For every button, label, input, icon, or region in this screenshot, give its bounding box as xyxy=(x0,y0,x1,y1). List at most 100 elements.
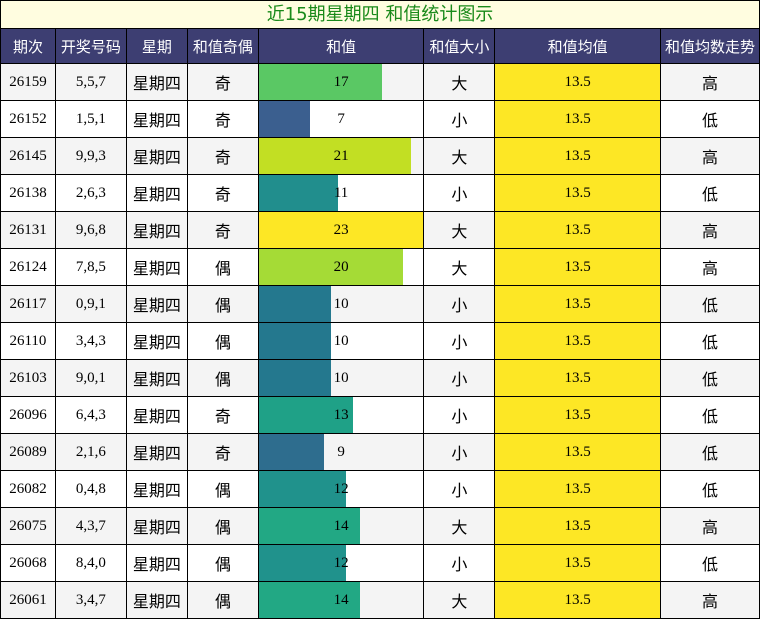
weekday-cell: 星期四 xyxy=(125,322,188,360)
table-row: 26145 9,9,3 星期四奇 21 大 13.5 高 xyxy=(0,137,760,175)
average-cell: 13.5 xyxy=(494,322,661,360)
weekday-cell: 星期四 xyxy=(125,470,188,508)
average-cell: 13.5 xyxy=(494,137,661,175)
numbers-cell: 1,5,1 xyxy=(54,100,127,138)
sum-bar xyxy=(259,175,338,211)
sum-bar xyxy=(259,397,353,433)
trend-cell: 高 xyxy=(659,211,760,249)
issue-cell: 26131 xyxy=(0,211,56,249)
sum-cell: 20 xyxy=(257,248,425,286)
issue-cell: 26152 xyxy=(0,100,56,138)
sum-cell: 10 xyxy=(257,285,425,323)
sum-cell: 13 xyxy=(257,396,425,434)
issue-cell: 26075 xyxy=(0,507,56,545)
weekday-cell: 星期四 xyxy=(125,507,188,545)
average-cell: 13.5 xyxy=(494,174,661,212)
weekday-cell: 星期四 xyxy=(125,174,188,212)
numbers-cell: 4,3,7 xyxy=(54,507,127,545)
average-cell: 13.5 xyxy=(494,285,661,323)
weekday-cell: 星期四 xyxy=(125,63,188,101)
parity-cell: 偶 xyxy=(186,544,259,582)
sum-label: 17 xyxy=(333,73,349,90)
table-row: 26089 2,1,6 星期四奇 9 小 13.5 低 xyxy=(0,433,760,471)
sum-bar xyxy=(259,471,346,507)
numbers-cell: 6,4,3 xyxy=(54,396,127,434)
average-cell: 13.5 xyxy=(494,359,661,397)
trend-cell: 低 xyxy=(659,322,760,360)
average-cell: 13.5 xyxy=(494,211,661,249)
trend-cell: 低 xyxy=(659,174,760,212)
issue-cell: 26117 xyxy=(0,285,56,323)
sum-cell: 23 xyxy=(257,211,425,249)
weekday-cell: 星期四 xyxy=(125,100,188,138)
stats-table: 期次 开奖号码 星期 和值奇偶 和值 和值大小 和值均值 和值均数走势 2615… xyxy=(0,28,760,619)
size-cell: 小 xyxy=(423,359,496,397)
sum-bar xyxy=(259,508,360,544)
parity-cell: 奇 xyxy=(186,100,259,138)
issue-cell: 26124 xyxy=(0,248,56,286)
parity-cell: 偶 xyxy=(186,581,259,619)
header-trend: 和值均数走势 xyxy=(659,28,760,64)
weekday-cell: 星期四 xyxy=(125,581,188,619)
parity-cell: 奇 xyxy=(186,396,259,434)
table-row: 26103 9,0,1 星期四偶 10 小 13.5 低 xyxy=(0,359,760,397)
size-cell: 小 xyxy=(423,396,496,434)
sum-bar xyxy=(259,434,324,470)
numbers-cell: 2,1,6 xyxy=(54,433,127,471)
trend-cell: 低 xyxy=(659,359,760,397)
numbers-cell: 9,6,8 xyxy=(54,211,127,249)
numbers-cell: 8,4,0 xyxy=(54,544,127,582)
sum-cell: 17 xyxy=(257,63,425,101)
weekday-cell: 星期四 xyxy=(125,137,188,175)
trend-cell: 低 xyxy=(659,396,760,434)
sum-cell: 10 xyxy=(257,359,425,397)
sum-label: 21 xyxy=(333,147,349,164)
table-row: 26152 1,5,1 星期四奇 7 小 13.5 低 xyxy=(0,100,760,138)
issue-cell: 26103 xyxy=(0,359,56,397)
table-row: 26075 4,3,7 星期四偶 14 大 13.5 高 xyxy=(0,507,760,545)
sum-bar xyxy=(259,101,310,137)
trend-cell: 高 xyxy=(659,581,760,619)
numbers-cell: 2,6,3 xyxy=(54,174,127,212)
header-numbers: 开奖号码 xyxy=(54,28,127,64)
weekday-cell: 星期四 xyxy=(125,396,188,434)
sum-bar xyxy=(259,64,382,100)
size-cell: 大 xyxy=(423,581,496,619)
sum-bar xyxy=(259,323,331,359)
table-row: 26110 3,4,3 星期四偶 10 小 13.5 低 xyxy=(0,322,760,360)
average-cell: 13.5 xyxy=(494,100,661,138)
issue-cell: 26068 xyxy=(0,544,56,582)
sum-label: 23 xyxy=(333,221,349,238)
parity-cell: 偶 xyxy=(186,248,259,286)
numbers-cell: 3,4,7 xyxy=(54,581,127,619)
average-cell: 13.5 xyxy=(494,507,661,545)
parity-cell: 偶 xyxy=(186,322,259,360)
sum-cell: 12 xyxy=(257,544,425,582)
header-weekday: 星期 xyxy=(125,28,188,64)
weekday-cell: 星期四 xyxy=(125,359,188,397)
parity-cell: 奇 xyxy=(186,174,259,212)
header-size: 和值大小 xyxy=(423,28,496,64)
sum-bar xyxy=(259,249,403,285)
sum-label: 10 xyxy=(333,332,349,349)
table-row: 26061 3,4,7 星期四偶 14 大 13.5 高 xyxy=(0,581,760,619)
issue-cell: 26082 xyxy=(0,470,56,508)
trend-cell: 低 xyxy=(659,433,760,471)
table-row: 26159 5,5,7 星期四奇 17 大 13.5 高 xyxy=(0,63,760,101)
numbers-cell: 9,9,3 xyxy=(54,137,127,175)
sum-label: 14 xyxy=(333,517,349,534)
chart-title: 近15期星期四 和值统计图示 xyxy=(0,0,760,29)
sum-bar xyxy=(259,545,346,581)
sum-label: 11 xyxy=(333,184,349,201)
numbers-cell: 0,9,1 xyxy=(54,285,127,323)
size-cell: 小 xyxy=(423,322,496,360)
sum-cell: 11 xyxy=(257,174,425,212)
sum-label: 14 xyxy=(333,591,349,608)
size-cell: 小 xyxy=(423,433,496,471)
trend-cell: 低 xyxy=(659,470,760,508)
sum-bar xyxy=(259,582,360,618)
sum-cell: 10 xyxy=(257,322,425,360)
sum-cell: 9 xyxy=(257,433,425,471)
sum-cell: 14 xyxy=(257,581,425,619)
weekday-cell: 星期四 xyxy=(125,285,188,323)
